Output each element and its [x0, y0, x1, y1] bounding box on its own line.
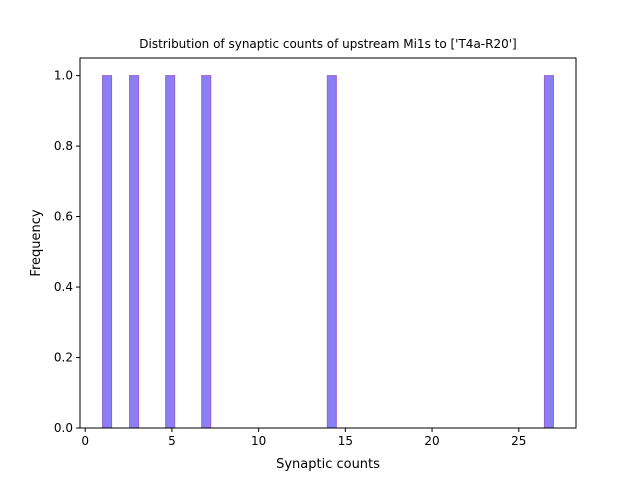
- histogram-bar-1: [102, 75, 113, 429]
- y-tick-label: 0.6: [54, 210, 73, 224]
- y-tick-label: 0.2: [54, 351, 73, 365]
- x-tick-label: 10: [251, 434, 266, 448]
- histogram-bar-4: [201, 75, 212, 429]
- y-tick-label: 0.0: [54, 421, 73, 435]
- y-tick-label: 0.8: [54, 139, 73, 153]
- y-axis: 0.0 0.2 0.4 0.6 0.8 1.0: [54, 69, 80, 435]
- histogram-bar-5: [326, 75, 337, 429]
- plot-frame: [79, 57, 577, 429]
- histogram-bar-2: [129, 75, 140, 429]
- x-axis-label: Synaptic counts: [276, 457, 380, 472]
- x-tick-label: 0: [81, 434, 89, 448]
- x-tick-label: 5: [168, 434, 176, 448]
- x-axis: 0 5 10 15 20 25: [81, 428, 526, 448]
- histogram-bar-6: [543, 75, 554, 429]
- y-axis-label: Frequency: [29, 209, 44, 276]
- histogram-bar-3: [165, 75, 176, 429]
- x-tick-label: 15: [338, 434, 353, 448]
- y-tick-label: 0.4: [54, 280, 73, 294]
- x-tick-label: 20: [424, 434, 439, 448]
- bars-group: [102, 75, 554, 429]
- chart-title: Distribution of synaptic counts of upstr…: [139, 37, 516, 51]
- y-tick-label: 1.0: [54, 69, 73, 83]
- x-tick-label: 25: [511, 434, 526, 448]
